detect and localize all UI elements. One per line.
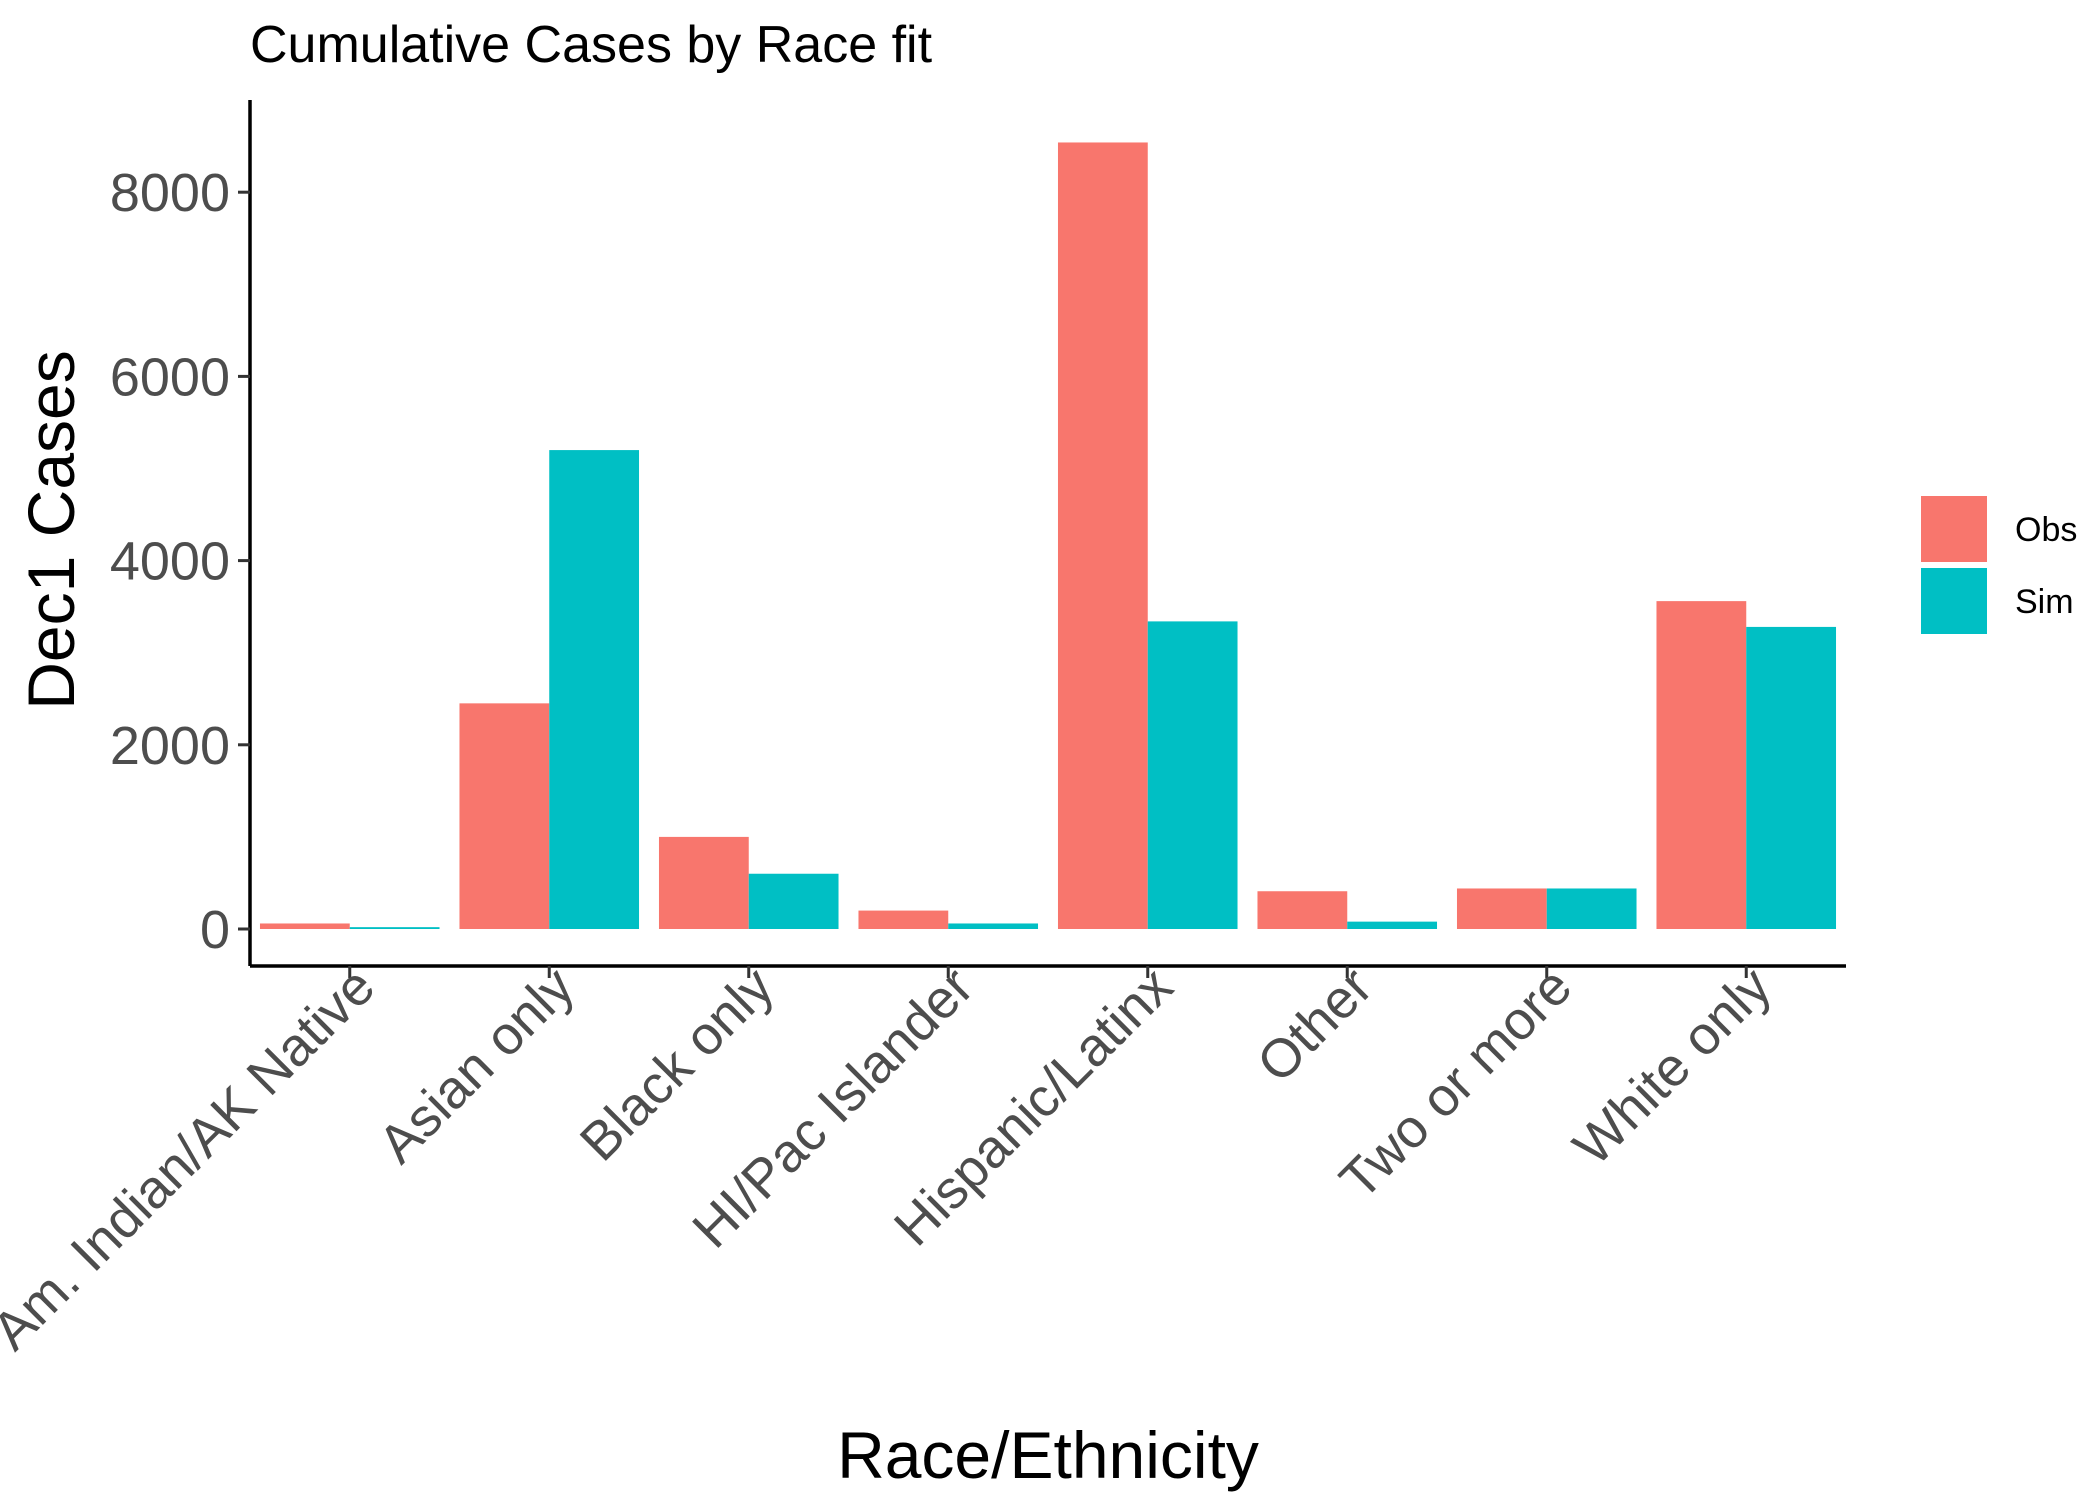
bar-sim-other: [1347, 921, 1438, 929]
bars-layer: [259, 142, 1837, 929]
bar-sim-black-only: [748, 873, 839, 929]
x-axis-title: Race/Ethnicity: [837, 1418, 1259, 1492]
y-tick-label: 8000: [110, 163, 230, 223]
bar-obs-black-only: [658, 836, 749, 929]
y-axis-title: Dec1 Cases: [14, 350, 88, 710]
bar-sim-two-or-more: [1546, 888, 1637, 929]
x-tick-label-white-only: White only: [1562, 956, 1783, 1177]
y-tick-label: 6000: [110, 347, 230, 407]
legend: Obs Sim: [1921, 496, 2077, 634]
bar-obs-other: [1257, 891, 1348, 929]
y-axis: 0 2000 4000 6000 8000: [110, 100, 252, 966]
bar-sim-am-indian-ak-native: [349, 927, 440, 929]
bar-sim-asian-only: [549, 450, 640, 929]
y-tick-label: 2000: [110, 716, 230, 776]
x-tick-label-black-only: Black only: [569, 956, 785, 1172]
x-tick-label-other: Other: [1246, 956, 1384, 1094]
bar-sim-hispanic-latinx: [1147, 621, 1238, 929]
y-tick-label: 4000: [110, 532, 230, 592]
legend-label-sim: Sim: [2015, 583, 2074, 621]
bar-obs-white-only: [1656, 601, 1747, 929]
bar-obs-asian-only: [459, 703, 550, 929]
chart-title: Cumulative Cases by Race fit: [250, 16, 933, 74]
legend-key-sim: [1921, 568, 1987, 634]
bar-obs-am-indian-ak-native: [259, 923, 350, 929]
bar-sim-white-only: [1746, 626, 1837, 929]
bar-obs-two-or-more: [1456, 888, 1547, 929]
y-tick-label: 0: [200, 900, 230, 960]
bar-obs-hispanic-latinx: [1057, 142, 1148, 929]
x-tick-label-asian-only: Asian only: [367, 956, 586, 1175]
bar-sim-hi-pac-islander: [948, 923, 1039, 929]
legend-label-obs: Obs: [2015, 511, 2077, 549]
x-tick-label-am-indian-ak-native: Am. Indian/AK Native: [0, 956, 386, 1361]
legend-key-obs: [1921, 496, 1987, 562]
bar-obs-hi-pac-islander: [858, 910, 949, 929]
